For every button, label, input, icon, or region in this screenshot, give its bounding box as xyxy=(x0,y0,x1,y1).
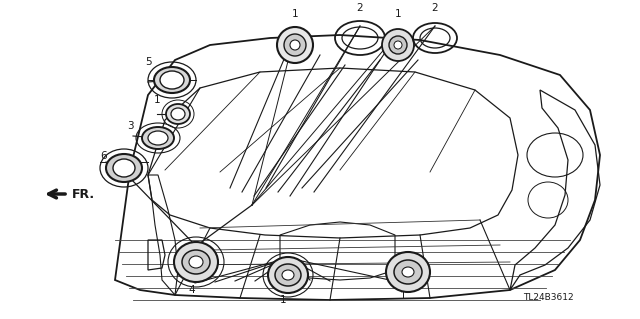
Ellipse shape xyxy=(160,71,184,89)
Ellipse shape xyxy=(154,67,190,93)
Ellipse shape xyxy=(389,36,407,54)
Ellipse shape xyxy=(171,108,185,120)
Ellipse shape xyxy=(382,29,414,61)
Text: 1: 1 xyxy=(292,9,298,19)
Text: 1: 1 xyxy=(400,291,406,301)
Ellipse shape xyxy=(277,27,313,63)
Ellipse shape xyxy=(166,104,190,124)
Text: 1: 1 xyxy=(395,9,401,19)
Ellipse shape xyxy=(148,131,168,145)
Ellipse shape xyxy=(282,270,294,280)
Text: FR.: FR. xyxy=(72,188,95,201)
Ellipse shape xyxy=(182,250,210,274)
Ellipse shape xyxy=(275,264,301,286)
Ellipse shape xyxy=(174,242,218,282)
Ellipse shape xyxy=(268,257,308,293)
Ellipse shape xyxy=(394,41,402,49)
Text: 1: 1 xyxy=(154,95,160,105)
Ellipse shape xyxy=(386,252,430,292)
Text: 6: 6 xyxy=(100,151,108,161)
Ellipse shape xyxy=(284,34,306,56)
Text: 4: 4 xyxy=(189,285,195,295)
Ellipse shape xyxy=(113,159,135,177)
Text: TL24B3612: TL24B3612 xyxy=(523,293,573,302)
Ellipse shape xyxy=(290,40,300,50)
Text: 3: 3 xyxy=(127,121,133,131)
Text: 5: 5 xyxy=(145,57,151,67)
Ellipse shape xyxy=(142,127,174,149)
Text: 1: 1 xyxy=(280,295,286,305)
Text: 2: 2 xyxy=(356,3,364,13)
Ellipse shape xyxy=(189,256,203,268)
Ellipse shape xyxy=(402,267,414,277)
Text: 2: 2 xyxy=(432,3,438,13)
Ellipse shape xyxy=(106,154,142,182)
Ellipse shape xyxy=(394,260,422,284)
